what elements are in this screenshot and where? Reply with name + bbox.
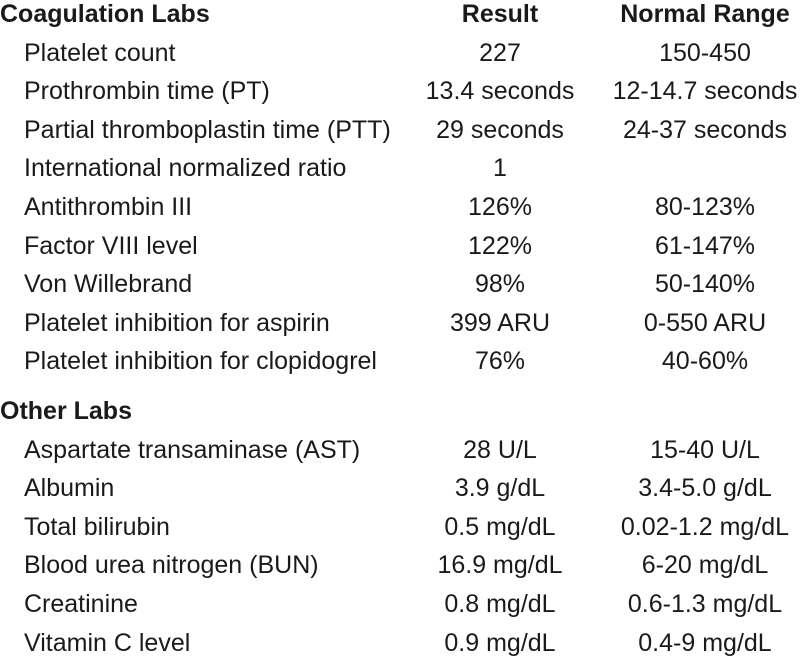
- lab-name: Platelet inhibition for aspirin: [24, 304, 330, 343]
- lab-result: 126%: [410, 188, 590, 227]
- lab-name: Factor VIII level: [24, 227, 198, 266]
- lab-normal-range: 150-450: [605, 34, 800, 73]
- table-row: Total bilirubin 0.5 mg/dL 0.02-1.2 mg/dL: [0, 508, 800, 547]
- normal-range-column-header: Normal Range: [605, 0, 800, 34]
- lab-normal-range: 61-147%: [605, 227, 800, 266]
- table-row: Platelet count 227 150-450: [0, 34, 800, 73]
- lab-normal-range: 0.02-1.2 mg/dL: [605, 508, 800, 547]
- lab-name: Platelet inhibition for clopidogrel: [24, 342, 377, 381]
- lab-result: 0.8 mg/dL: [410, 585, 590, 624]
- lab-name: Antithrombin III: [24, 188, 192, 227]
- lab-normal-range: 12-14.7 seconds: [605, 72, 800, 111]
- lab-name: Prothrombin time (PT): [24, 72, 270, 111]
- lab-normal-range: 0.6-1.3 mg/dL: [605, 585, 800, 624]
- lab-result: 29 seconds: [410, 111, 590, 150]
- lab-result: 76%: [410, 342, 590, 381]
- table-row: Blood urea nitrogen (BUN) 16.9 mg/dL 6-20 …: [0, 546, 800, 585]
- lab-name: Platelet count: [24, 34, 176, 73]
- lab-name: Blood urea nitrogen (BUN): [24, 546, 319, 585]
- table-row: Von Willebrand 98% 50-140%: [0, 265, 800, 304]
- lab-name: Albumin: [24, 469, 114, 508]
- lab-name: Vitamin C level: [24, 624, 190, 662]
- lab-name: Total bilirubin: [24, 508, 170, 547]
- lab-name: Von Willebrand: [24, 265, 192, 304]
- lab-result: 122%: [410, 227, 590, 266]
- lab-result: 227: [410, 34, 590, 73]
- lab-result: 16.9 mg/dL: [410, 546, 590, 585]
- lab-result: 13.4 seconds: [410, 72, 590, 111]
- lab-normal-range: 15-40 U/L: [605, 431, 800, 470]
- table-row: Platelet inhibition for aspirin 399 ARU 0-…: [0, 304, 800, 343]
- lab-normal-range: 24-37 seconds: [605, 111, 800, 150]
- lab-normal-range: 80-123%: [605, 188, 800, 227]
- lab-name: Creatinine: [24, 585, 138, 624]
- table-row: International normalized ratio 1: [0, 149, 800, 188]
- lab-name: Partial thromboplastin time (PTT): [24, 111, 391, 150]
- lab-normal-range: 3.4-5.0 g/dL: [605, 469, 800, 508]
- table-row: Factor VIII level 122% 61-147%: [0, 227, 800, 266]
- lab-result: 1: [410, 149, 590, 188]
- lab-result: 98%: [410, 265, 590, 304]
- lab-result: 0.9 mg/dL: [410, 624, 590, 662]
- table-row: Antithrombin III 126% 80-123%: [0, 188, 800, 227]
- section-header: Other Labs: [0, 392, 800, 431]
- table-row: Prothrombin time (PT) 13.4 seconds 12-14.7…: [0, 72, 800, 111]
- result-column-header: Result: [410, 0, 590, 34]
- section-title: Coagulation Labs: [0, 0, 210, 34]
- lab-normal-range: 40-60%: [605, 342, 800, 381]
- lab-normal-range: 0-550 ARU: [605, 304, 800, 343]
- lab-normal-range: 50-140%: [605, 265, 800, 304]
- table-row: Creatinine 0.8 mg/dL 0.6-1.3 mg/dL: [0, 585, 800, 624]
- table-row: Partial thromboplastin time (PTT) 29 seco…: [0, 111, 800, 150]
- lab-normal-range: 6-20 mg/dL: [605, 546, 800, 585]
- section-header: Coagulation Labs Result Normal Range: [0, 0, 800, 34]
- lab-result: 3.9 g/dL: [410, 469, 590, 508]
- table-row: Vitamin C level 0.9 mg/dL 0.4-9 mg/dL: [0, 624, 800, 662]
- lab-name: Aspartate transaminase (AST): [24, 431, 360, 470]
- section-title: Other Labs: [0, 392, 132, 431]
- table-row: Aspartate transaminase (AST) 28 U/L 15-40 …: [0, 431, 800, 470]
- lab-result: 28 U/L: [410, 431, 590, 470]
- table-row: Platelet inhibition for clopidogrel 76% 40…: [0, 342, 800, 381]
- lab-result: 0.5 mg/dL: [410, 508, 590, 547]
- lab-result: 399 ARU: [410, 304, 590, 343]
- table-row: Albumin 3.9 g/dL 3.4-5.0 g/dL: [0, 469, 800, 508]
- lab-normal-range: 0.4-9 mg/dL: [605, 624, 800, 662]
- lab-name: International normalized ratio: [24, 149, 346, 188]
